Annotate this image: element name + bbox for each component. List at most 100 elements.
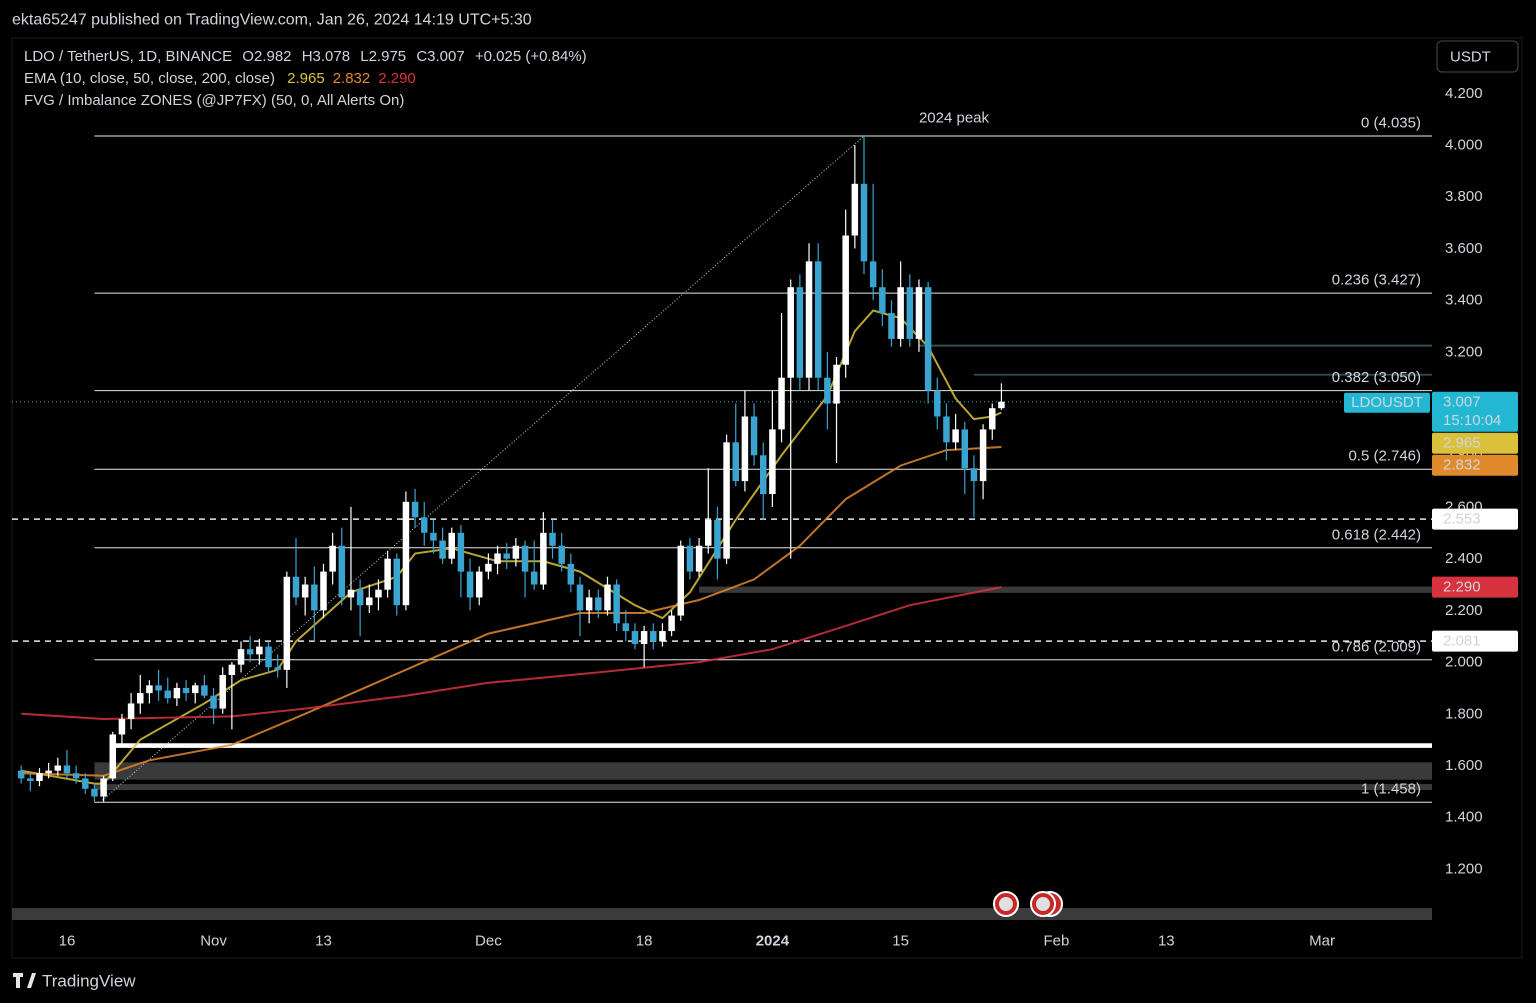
candle-body <box>769 429 776 495</box>
candle-body <box>961 429 969 469</box>
candle-body <box>17 770 25 779</box>
fib-label: 0.382 (3.050) <box>1332 369 1421 386</box>
candle-body <box>888 313 895 339</box>
fib-label: 0 (4.035) <box>1361 114 1421 131</box>
candle-body <box>869 261 877 288</box>
countdown-label: 15:10:04 <box>1443 412 1501 429</box>
candle-body <box>759 455 767 495</box>
candle-body <box>622 623 630 632</box>
candle-body <box>219 675 226 709</box>
candle-body <box>558 545 565 564</box>
fvg-zone <box>94 762 1432 780</box>
legend-symbol-line: LDO / TetherUS, 1D, BINANCE O2.982 H3.07… <box>24 48 587 65</box>
candle-body <box>787 287 794 378</box>
event-icons[interactable] <box>993 891 1063 917</box>
legend-change: +0.025 (+0.84%) <box>475 48 587 65</box>
candle-body <box>970 468 978 482</box>
zones-layer <box>94 344 1433 791</box>
candle-body <box>127 703 135 719</box>
legend-value: 3.078 <box>313 48 351 65</box>
candle-body <box>109 734 117 779</box>
candle-body <box>393 558 401 606</box>
published-header: ekta65247 published on TradingView.com, … <box>12 12 532 29</box>
candle-body <box>173 687 181 699</box>
candle-body <box>475 571 483 598</box>
currency-label[interactable]: USDT <box>1450 49 1491 66</box>
x-tick-label: Nov <box>200 933 227 950</box>
candle-body <box>677 545 685 616</box>
y-tick-label: 3.600 <box>1445 240 1483 257</box>
price-badge-label: 2.965 <box>1443 435 1481 452</box>
candle-body <box>650 631 657 642</box>
x-tick-label: Dec <box>475 933 502 950</box>
fvg-zone <box>699 586 1432 593</box>
price-badge <box>1432 508 1518 530</box>
candle-body <box>366 597 373 606</box>
y-tick-label: 2.000 <box>1445 654 1483 671</box>
candle-body <box>347 589 355 598</box>
price-badge-label: 2.553 <box>1443 511 1481 528</box>
y-tick-label: 2.200 <box>1445 602 1483 619</box>
candle-body <box>549 532 556 546</box>
candles-layer <box>17 135 1005 803</box>
legend-value: 2.975 <box>369 48 407 65</box>
legend-value: 3.007 <box>427 48 465 65</box>
candle-body <box>814 261 822 378</box>
annotation: 2024 peak <box>919 109 990 126</box>
candle-body <box>705 519 712 546</box>
candle-body <box>805 261 813 378</box>
fvg-zone <box>973 373 1432 376</box>
price-badge-label: 2.832 <box>1443 457 1481 474</box>
brand-logo <box>13 973 36 988</box>
fvg-zone <box>94 784 1432 791</box>
x-tick-label: 2024 <box>756 933 790 950</box>
candle-body <box>659 631 666 642</box>
x-tick-label: 16 <box>59 933 76 950</box>
candle-body <box>860 183 868 262</box>
x-tick-label: Mar <box>1309 933 1335 950</box>
candle-body <box>457 532 465 572</box>
candle-body <box>439 540 446 559</box>
ema-line <box>21 446 1002 777</box>
candle-body <box>283 576 291 670</box>
candle-body <box>714 519 721 559</box>
candle-body <box>384 558 391 590</box>
currency-button[interactable] <box>1436 40 1519 73</box>
event-icon-inner <box>1036 897 1050 911</box>
fib-label: 1 (1.458) <box>1361 781 1421 798</box>
candle-body <box>741 416 749 482</box>
fvg-zone <box>918 344 1432 347</box>
candle-body <box>45 770 52 774</box>
candle-body <box>421 517 428 533</box>
candle-body <box>668 615 675 632</box>
legend-ema-value: 2.832 <box>333 70 371 87</box>
candle-body <box>998 401 1005 409</box>
candle-body <box>695 545 703 572</box>
candle-body <box>54 765 62 771</box>
candle-body <box>146 685 153 694</box>
symbol-badge <box>1344 392 1430 413</box>
candle-body <box>430 532 437 541</box>
price-badge <box>1432 391 1518 432</box>
candle-body <box>915 287 923 339</box>
candle-body <box>631 631 639 644</box>
fib-label: 0.5 (2.746) <box>1348 448 1421 465</box>
y-tick-label: 4.000 <box>1445 137 1483 154</box>
event-icon-inner <box>999 897 1013 911</box>
candle-body <box>82 778 89 789</box>
candle-body <box>934 390 941 417</box>
fib-label: 0.786 (2.009) <box>1332 638 1421 655</box>
candle-body <box>191 685 199 694</box>
price-badge <box>1432 630 1518 652</box>
candle-body <box>485 563 492 572</box>
candle-body <box>732 442 739 482</box>
brand: TradingView <box>13 972 136 991</box>
candle-body <box>466 571 474 598</box>
candle-body <box>329 545 336 572</box>
candle-body <box>137 693 144 704</box>
event-strip <box>12 908 1432 920</box>
candle-body <box>155 685 162 691</box>
axis-layer: 1.2001.4001.6001.8002.0002.2002.4002.600… <box>59 85 1483 950</box>
